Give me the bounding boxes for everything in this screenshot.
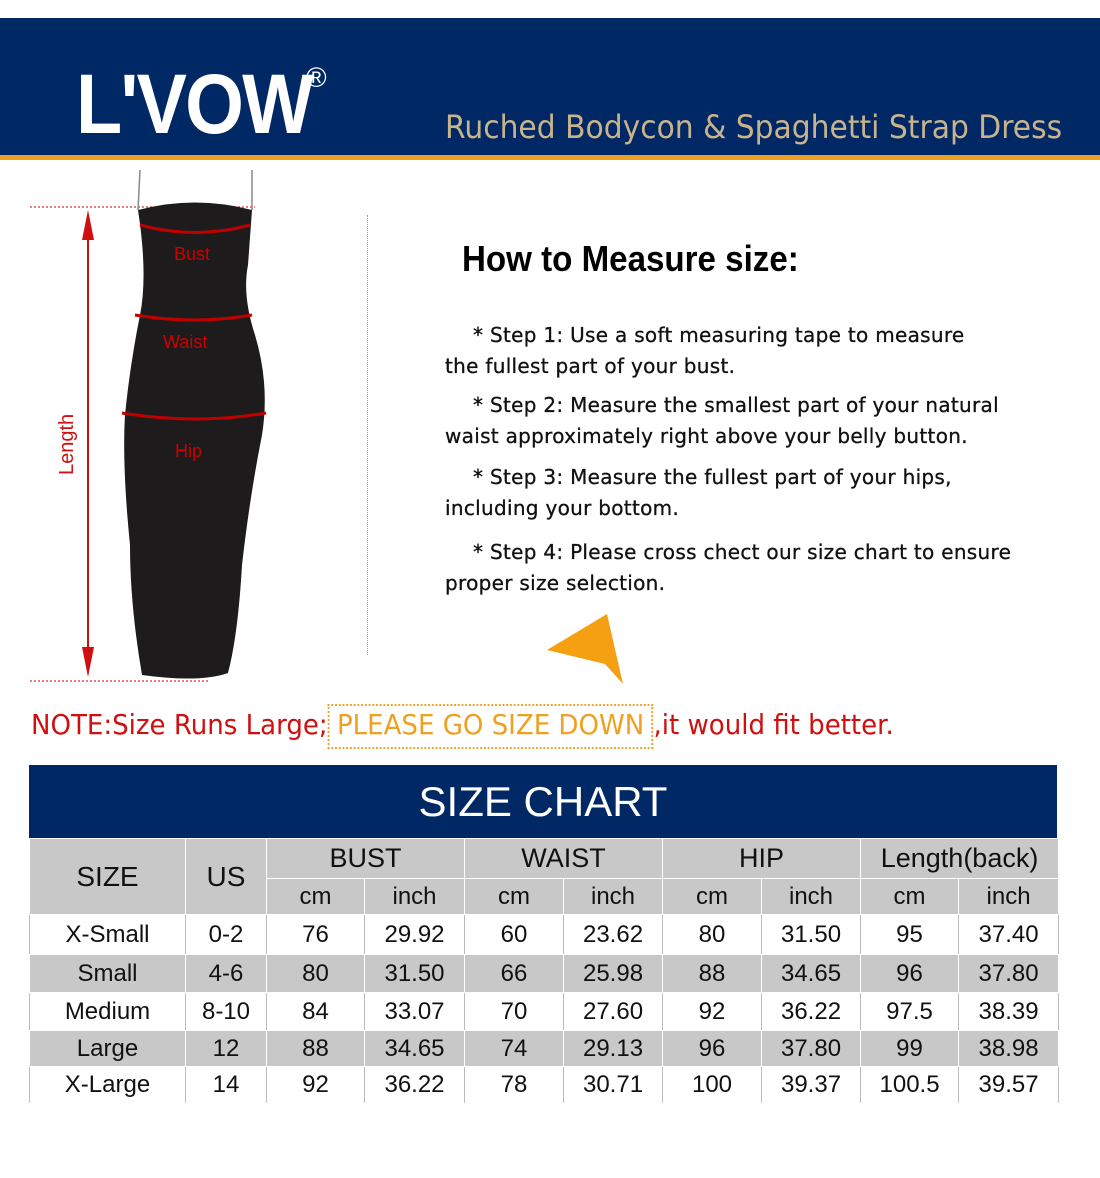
dress-measurement-diagram: Bust Waist Hip Length: [30, 169, 267, 682]
col-size: SIZE: [29, 838, 186, 915]
unit-inch: inch: [761, 878, 862, 915]
unit-cm: cm: [662, 878, 763, 915]
table-row: X-Small 0-2 76 29.92 60 23.62 80 31.50 95 37.40: [29, 914, 1060, 955]
unit-inch: inch: [958, 878, 1060, 915]
table-cell: 31.50: [761, 914, 862, 955]
table-cell: 36.22: [363, 1066, 466, 1104]
col-bust: BUST: [265, 838, 466, 879]
unit-cm: cm: [860, 878, 960, 915]
table-cell: 70: [464, 992, 565, 1031]
table-cell: 27.60: [563, 992, 664, 1031]
dress-silhouette: [137, 169, 253, 211]
table-cell: Large: [29, 1030, 186, 1067]
table-cell: 14: [185, 1066, 267, 1104]
table-cell: 37.80: [761, 1030, 862, 1067]
table-cell: 78: [464, 1066, 565, 1104]
table-cell: 38.98: [958, 1030, 1060, 1067]
table-cell: 84: [266, 992, 365, 1031]
unit-inch: inch: [363, 878, 466, 915]
product-subtitle: Ruched Bodycon & Spaghetti Strap Dress: [445, 108, 1063, 146]
col-us: US: [185, 838, 267, 915]
size-chart-title: SIZE CHART: [29, 765, 1057, 838]
col-hip: HIP: [662, 838, 862, 879]
bust-label: Bust: [174, 244, 210, 264]
unit-cm: cm: [266, 878, 365, 915]
table-cell: 39.57: [958, 1066, 1060, 1104]
table-cell: 12: [185, 1030, 267, 1067]
table-cell: 92: [662, 992, 763, 1031]
table-cell: 23.62: [563, 914, 664, 955]
table-cell: 88: [662, 954, 763, 993]
fit-note: NOTE:Size Runs Large; PLEASE GO SIZE DOWN…: [31, 704, 894, 749]
table-cell: 96: [860, 954, 960, 993]
dress-body: [124, 202, 265, 679]
table-cell: 37.80: [958, 954, 1060, 993]
table-cell: 60: [464, 914, 565, 955]
howto-title: How to Measure size:: [462, 238, 799, 279]
table-cell: Small: [29, 954, 186, 993]
table-cell: 29.92: [363, 914, 466, 955]
table-cell: 29.13: [563, 1030, 664, 1067]
header-accent-line: [0, 155, 1100, 160]
table-cell: 36.22: [761, 992, 862, 1031]
table-cell: 4-6: [185, 954, 267, 993]
table-cell: 30.71: [563, 1066, 664, 1104]
table-cell: Medium: [29, 992, 186, 1031]
size-down-highlight: PLEASE GO SIZE DOWN: [327, 704, 654, 749]
step-1: * Step 1: Use a soft measuring tape to m…: [445, 323, 965, 378]
table-cell: 92: [266, 1066, 365, 1104]
table-cell: 100: [662, 1066, 763, 1104]
table-cell: 37.40: [958, 914, 1060, 955]
table-cell: 74: [464, 1030, 565, 1067]
col-waist: WAIST: [464, 838, 664, 879]
table-cell: 31.50: [363, 954, 466, 993]
table-row: X-Large 14 92 36.22 78 30.71 100 39.37 100.5 39.5…: [29, 1066, 1060, 1104]
hip-label: Hip: [175, 441, 202, 461]
table-cell: 34.65: [363, 1030, 466, 1067]
brand-logo: L'VOW: [76, 57, 314, 151]
table-cell: 39.37: [761, 1066, 862, 1104]
table-cell: 0-2: [185, 914, 267, 955]
step-2: * Step 2: Measure the smallest part of y…: [445, 393, 999, 448]
table-cell: X-Small: [29, 914, 186, 955]
table-cell: 76: [266, 914, 365, 955]
registered-mark: ®: [306, 62, 327, 93]
unit-cm: cm: [464, 878, 565, 915]
arrow-down-icon: [547, 614, 623, 684]
table-cell: 80: [266, 954, 365, 993]
table-cell: 99: [860, 1030, 960, 1067]
waist-label: Waist: [163, 332, 207, 352]
unit-inch: inch: [563, 878, 664, 915]
table-cell: 100.5: [860, 1066, 960, 1104]
table-row: Large 12 88 34.65 74 29.13 96 37.80 99 38.98: [29, 1030, 1060, 1067]
table-cell: 97.5: [860, 992, 960, 1031]
header-band: [0, 18, 1100, 155]
size-chart-table: SIZE US BUST WAIST HIP Length(back) cm in…: [29, 838, 1060, 1104]
divider: [367, 215, 368, 655]
table-row: Medium 8-10 84 33.07 70 27.60 92 36.22 97.5 38.39: [29, 992, 1060, 1031]
table-cell: 96: [662, 1030, 763, 1067]
step-3: * Step 3: Measure the fullest part of yo…: [445, 465, 952, 520]
table-cell: 80: [662, 914, 763, 955]
step-4: * Step 4: Please cross chect our size ch…: [445, 540, 1012, 595]
length-label: Length: [56, 414, 78, 475]
table-cell: 8-10: [185, 992, 267, 1031]
col-length: Length(back): [860, 838, 1060, 879]
table-row: Small 4-6 80 31.50 66 25.98 88 34.65 96 37.80: [29, 954, 1060, 993]
table-cell: 25.98: [563, 954, 664, 993]
table-cell: 33.07: [363, 992, 466, 1031]
table-cell: 66: [464, 954, 565, 993]
table-cell: 34.65: [761, 954, 862, 993]
table-cell: X-Large: [29, 1066, 186, 1104]
table-cell: 95: [860, 914, 960, 955]
table-cell: 38.39: [958, 992, 1060, 1031]
table-cell: 88: [266, 1030, 365, 1067]
